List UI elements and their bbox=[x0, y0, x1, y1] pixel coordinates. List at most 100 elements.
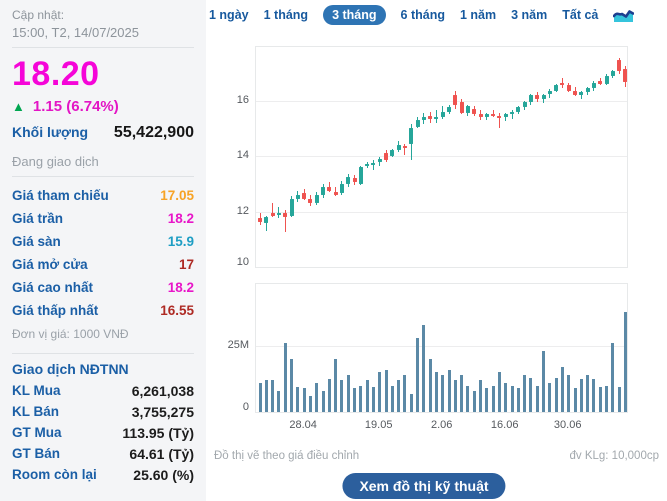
technical-chart-button[interactable]: Xem đồ thị kỹ thuật bbox=[342, 473, 506, 499]
volume-bar bbox=[516, 388, 520, 412]
tab-3-months[interactable]: 3 tháng bbox=[323, 5, 386, 25]
volume-bar bbox=[510, 385, 514, 412]
candle-body bbox=[321, 186, 325, 195]
candle-wick bbox=[272, 203, 274, 218]
volume-bar bbox=[617, 386, 621, 412]
volume-bar bbox=[327, 379, 331, 412]
price-gridline bbox=[256, 211, 627, 213]
adjusted-price-note: Đồ thị vẽ theo giá điều chỉnh bbox=[214, 450, 360, 462]
volume-bar bbox=[384, 369, 388, 412]
candle-body bbox=[484, 114, 489, 118]
volume-bar bbox=[308, 396, 312, 412]
candlestick-pane bbox=[255, 46, 628, 268]
candle-body bbox=[295, 194, 300, 200]
volume-bar bbox=[560, 367, 564, 412]
volume-bar bbox=[573, 388, 577, 412]
volume-bar bbox=[365, 380, 369, 412]
volume-bar bbox=[460, 375, 464, 412]
row-label: Giá mở cửa bbox=[12, 257, 88, 272]
candle-body bbox=[365, 164, 370, 167]
foreign-row-buy-value: GT Mua 113.95 (Tỷ) bbox=[12, 422, 194, 443]
candle-body bbox=[528, 94, 533, 102]
candle-wick bbox=[335, 186, 337, 197]
row-label: Giá thấp nhất bbox=[12, 303, 99, 318]
volume-bar bbox=[409, 393, 413, 412]
price-row-ceiling: Giá trần 18.2 bbox=[12, 207, 194, 230]
row-label: Giá cao nhất bbox=[12, 280, 94, 295]
candle-wick bbox=[372, 160, 374, 170]
volume-bar bbox=[422, 324, 426, 412]
foreign-section-title: Giao dịch NĐTNN bbox=[12, 361, 129, 377]
candle-body bbox=[409, 128, 414, 144]
candle-body bbox=[623, 68, 628, 83]
volume-bar bbox=[466, 385, 470, 412]
candle-wick bbox=[511, 110, 513, 119]
row-label: Giá trần bbox=[12, 211, 64, 226]
candle-body bbox=[377, 158, 382, 162]
foreign-row-sell-value: GT Bán 64.61 (Tỷ) bbox=[12, 443, 194, 464]
candle-body bbox=[327, 186, 332, 191]
price-gridline bbox=[256, 156, 627, 158]
candle-body bbox=[610, 71, 615, 76]
tab-1-year[interactable]: 1 năm bbox=[459, 8, 497, 22]
candle-body bbox=[289, 199, 294, 216]
candle-body bbox=[617, 60, 622, 72]
area-chart-icon[interactable] bbox=[613, 8, 635, 23]
candle-wick bbox=[284, 210, 286, 233]
candle-wick bbox=[492, 110, 494, 118]
volume-row: Khối lượng 55,422,900 bbox=[12, 124, 194, 142]
candle-body bbox=[465, 106, 470, 113]
candle-body bbox=[560, 82, 565, 86]
volume-bar bbox=[554, 377, 558, 412]
candle-body bbox=[535, 94, 540, 100]
candle-body bbox=[440, 111, 445, 118]
candle-wick bbox=[404, 143, 406, 155]
price-gridline bbox=[256, 100, 627, 102]
price-row-floor: Giá sàn 15.9 bbox=[12, 230, 194, 253]
tab-all[interactable]: Tất cả bbox=[562, 8, 599, 22]
candle-body bbox=[459, 101, 464, 114]
candle-body bbox=[447, 107, 451, 112]
volume-bar bbox=[453, 380, 457, 412]
session-status: Đang giao dịch bbox=[12, 154, 99, 169]
volume-bar bbox=[428, 359, 432, 412]
candle-body bbox=[358, 167, 363, 184]
price-row-low: Giá thấp nhất 16.55 bbox=[12, 299, 194, 322]
volume-bar bbox=[611, 343, 615, 412]
volume-bar bbox=[529, 377, 533, 412]
candle-body bbox=[547, 90, 552, 94]
row-value: 18.2 bbox=[167, 280, 194, 295]
volume-bar bbox=[497, 372, 501, 412]
candle-wick bbox=[435, 110, 437, 123]
row-label: KL Bán bbox=[12, 404, 60, 419]
row-value: 25.60 (%) bbox=[133, 466, 194, 483]
tab-3-years[interactable]: 3 năm bbox=[511, 8, 548, 22]
volume-bar bbox=[523, 375, 527, 412]
candle-body bbox=[421, 117, 426, 120]
volume-bar bbox=[296, 386, 300, 412]
row-value: 3,755,275 bbox=[131, 403, 194, 420]
tab-6-months[interactable]: 6 tháng bbox=[400, 8, 445, 22]
volume-bar bbox=[340, 380, 344, 412]
volume-bar bbox=[353, 388, 356, 412]
candle-body bbox=[604, 75, 609, 84]
y-axis-label: 10 bbox=[236, 256, 249, 268]
tab-1-month[interactable]: 1 tháng bbox=[263, 8, 309, 22]
foreign-row-buy-volume: KL Mua 6,261,038 bbox=[12, 380, 194, 401]
volume-unit-note: đv KLg: 10,000cp bbox=[569, 450, 659, 462]
volume-bar bbox=[434, 372, 438, 412]
row-label: Giá tham chiếu bbox=[12, 188, 109, 203]
volume-bar bbox=[441, 375, 445, 412]
candle-body bbox=[554, 85, 559, 91]
row-value: 15.9 bbox=[167, 234, 194, 249]
tab-1-day[interactable]: 1 ngày bbox=[209, 8, 249, 22]
volume-bar bbox=[371, 386, 375, 412]
row-value: 17 bbox=[178, 257, 194, 272]
volume-gridline bbox=[256, 346, 627, 347]
candle-wick bbox=[549, 89, 551, 98]
row-value: 113.95 (Tỷ) bbox=[122, 424, 194, 441]
volume-bar bbox=[346, 375, 350, 412]
y-axis-label: 16 bbox=[236, 93, 249, 106]
quote-sidebar: Cập nhật: 15:00, T2, 14/07/2025 18.20 ▲ … bbox=[0, 0, 206, 501]
volume-bar bbox=[598, 386, 602, 412]
